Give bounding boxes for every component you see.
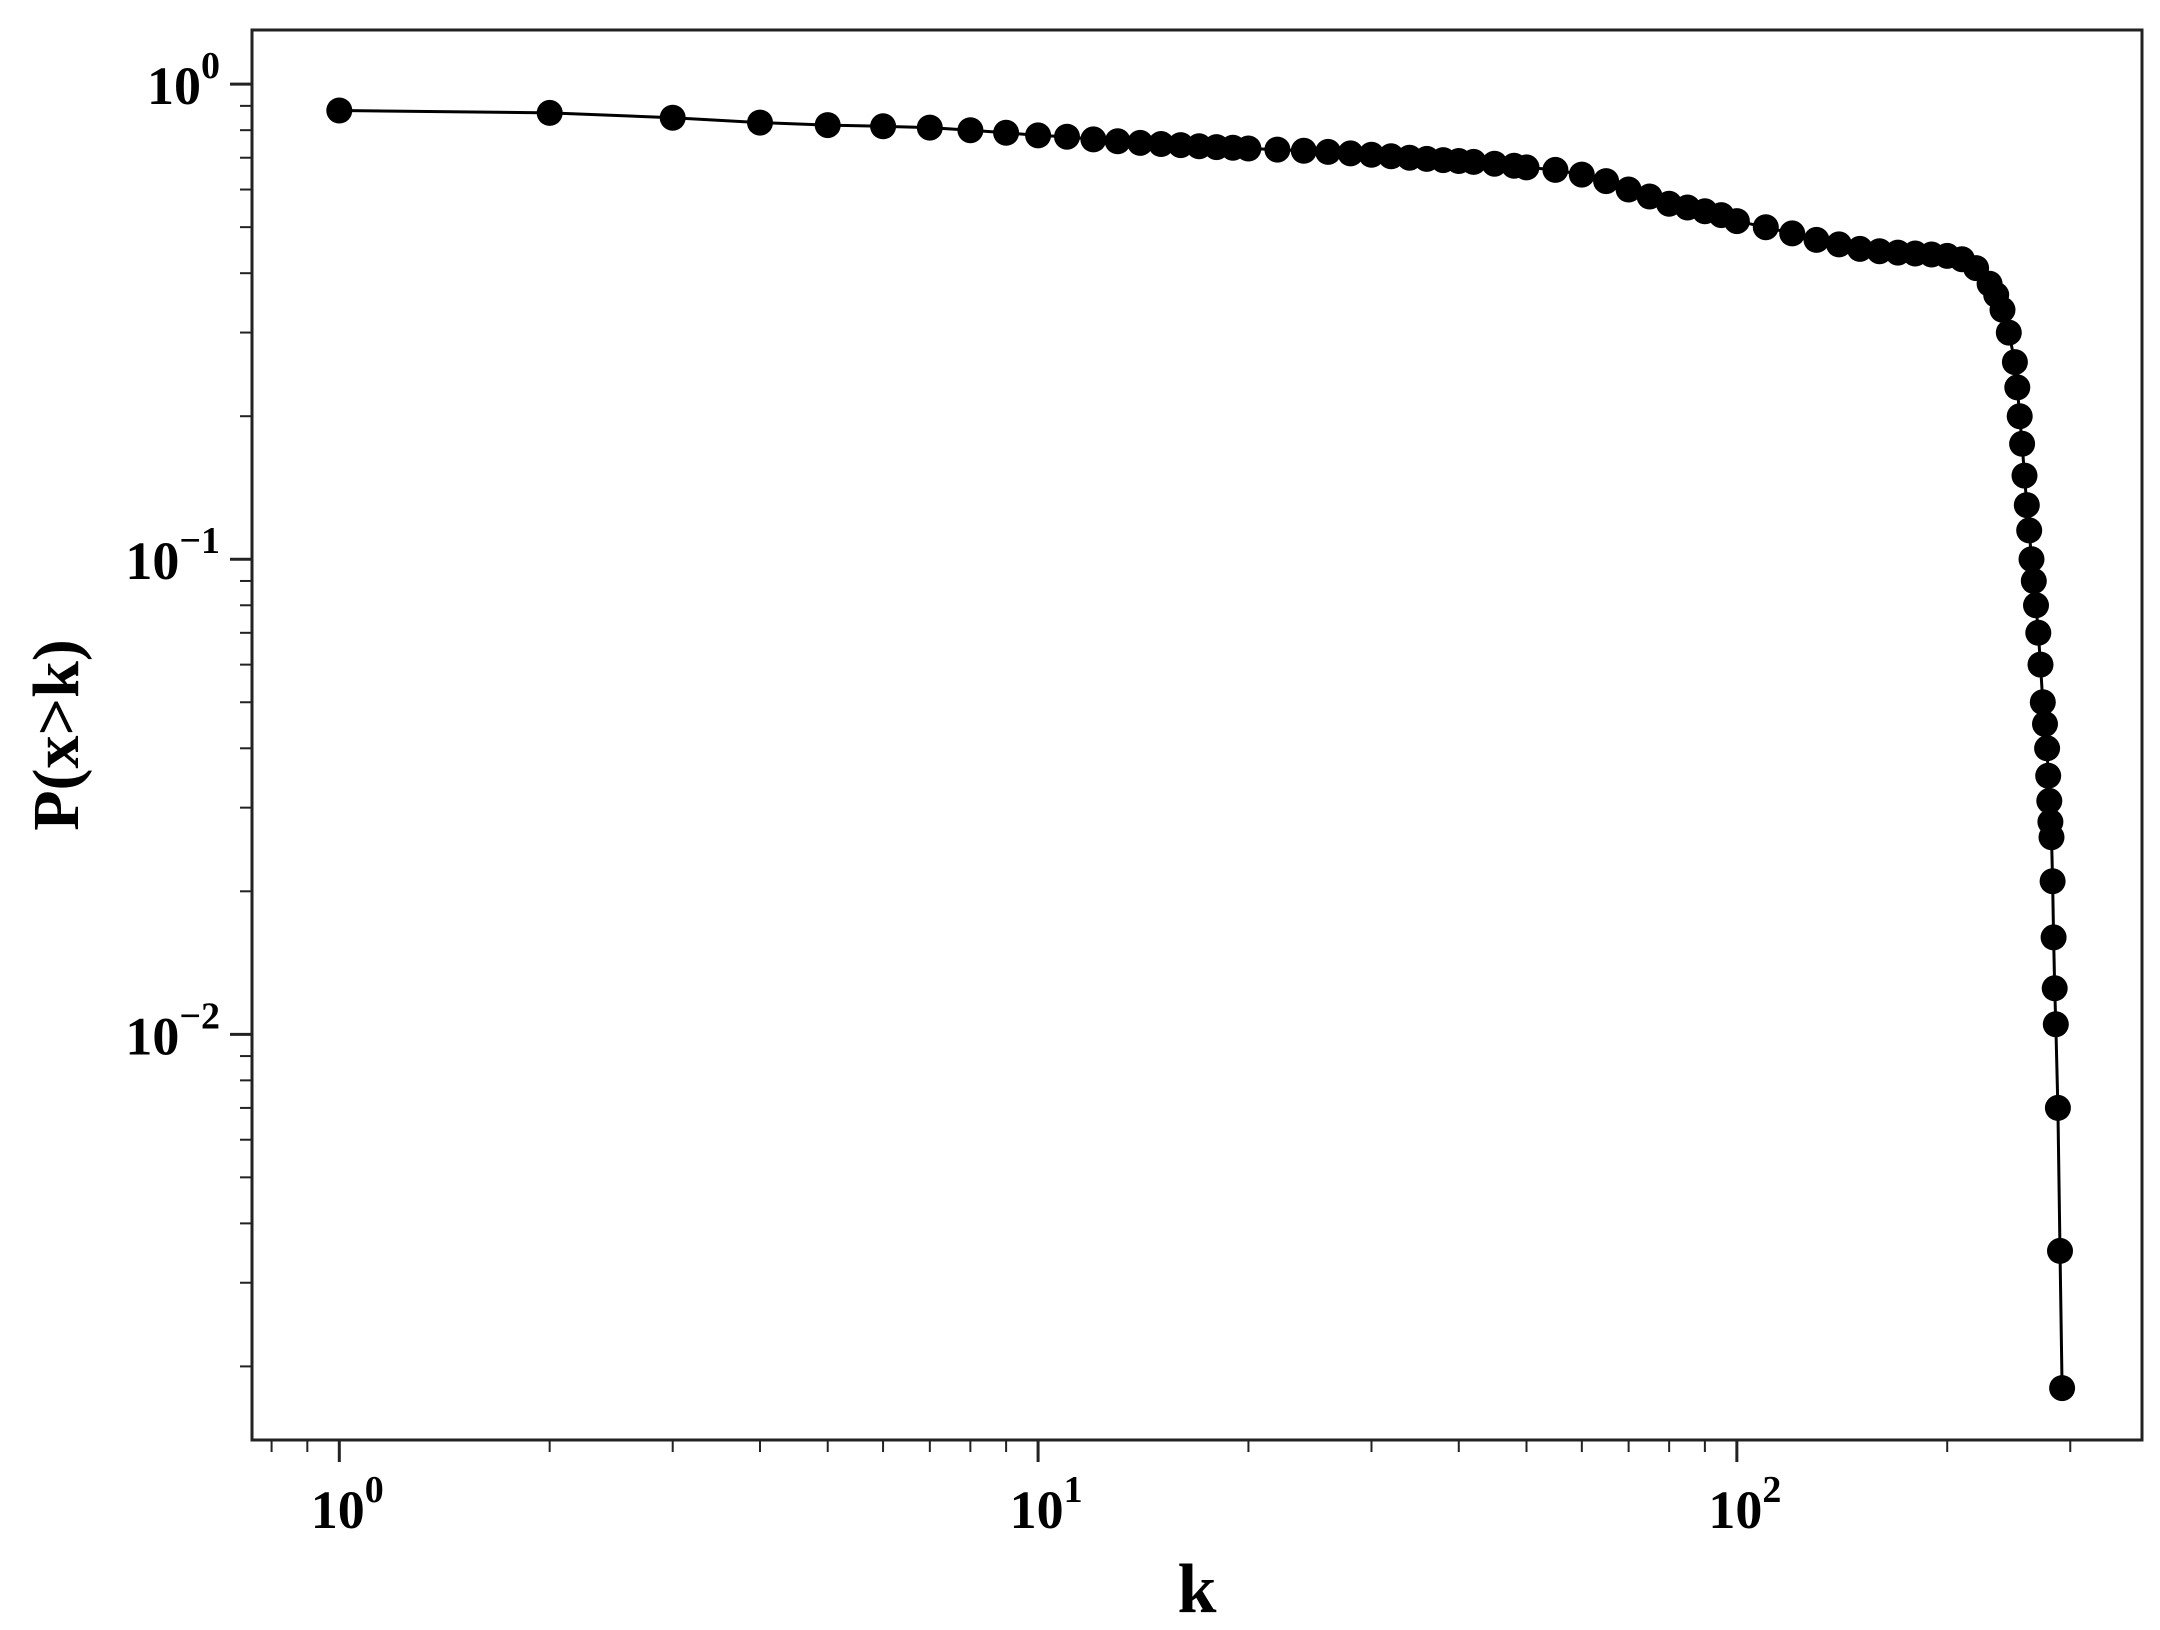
data-point [1568, 161, 1595, 188]
data-point [1615, 176, 1642, 203]
data-point [2011, 462, 2038, 489]
data-point [1779, 220, 1806, 247]
y-axis-title: P(x>k) [20, 639, 93, 831]
y-tick-label: 10−2 [125, 995, 220, 1066]
data-point [536, 99, 563, 126]
data-point [2047, 1237, 2073, 1264]
data-point [1054, 123, 1080, 150]
data-point [1127, 129, 1154, 156]
data-point [659, 104, 686, 131]
data-point [1995, 319, 2022, 346]
data-point [2004, 374, 2031, 401]
series-points [326, 97, 2076, 1402]
data-point [2032, 711, 2058, 737]
x-tick-label-exponent: 0 [365, 1469, 384, 1511]
data-point [1752, 214, 1779, 241]
data-point [2036, 787, 2063, 814]
data-point [1264, 136, 1291, 163]
y-tick-label-base: 10 [125, 1006, 179, 1066]
data-point [1846, 235, 1873, 262]
y-tick-label: 10−1 [125, 520, 220, 591]
data-point [1542, 156, 1569, 183]
data-point [1989, 296, 2016, 323]
data-point [1481, 150, 1508, 177]
data-point [916, 114, 943, 141]
data-point [2009, 430, 2036, 457]
x-tick-label: 100 [311, 1469, 384, 1540]
x-tick-label: 101 [1010, 1469, 1083, 1540]
y-tick-label-base: 10 [147, 56, 201, 116]
data-point [2025, 619, 2052, 646]
y-tick-label-exponent: −1 [179, 520, 220, 562]
data-point [1148, 131, 1175, 157]
data-point [1337, 140, 1364, 167]
data-point [2027, 651, 2054, 678]
data-point [2023, 592, 2049, 619]
data-point [1104, 128, 1131, 155]
data-point [2001, 349, 2028, 376]
data-point [1080, 126, 1107, 153]
data-point [2042, 1011, 2069, 1038]
data-point [747, 109, 773, 136]
data-point [1315, 138, 1342, 165]
data-point [1235, 135, 1262, 162]
y-tick-label-exponent: −2 [179, 995, 220, 1037]
data-point [1460, 148, 1487, 175]
x-tick-label-exponent: 2 [1762, 1469, 1781, 1511]
x-tick-label-exponent: 1 [1064, 1469, 1083, 1511]
data-point [993, 119, 1020, 146]
data-point [2006, 403, 2033, 430]
data-point [2049, 1375, 2076, 1402]
data-point [2041, 975, 2068, 1002]
data-point [1513, 154, 1540, 181]
x-tick-label-base: 10 [1010, 1480, 1064, 1540]
data-point [2035, 762, 2062, 789]
data-point [2040, 924, 2067, 951]
data-point [870, 113, 897, 140]
data-point [1358, 141, 1385, 168]
data-point [2018, 546, 2045, 573]
plot-area-frame [250, 28, 2144, 1442]
data-point [326, 97, 353, 124]
data-point [2038, 824, 2065, 851]
x-tick-label-base: 10 [1708, 1480, 1762, 1540]
data-point [2016, 517, 2043, 544]
data-point [1636, 183, 1663, 210]
data-point [1593, 168, 1620, 195]
data-point [2039, 868, 2066, 895]
y-tick-label-exponent: 0 [201, 45, 220, 87]
data-point [2013, 492, 2040, 519]
data-point [2034, 735, 2061, 762]
data-point [814, 112, 841, 139]
data-point [1826, 231, 1852, 258]
data-point [2029, 689, 2056, 716]
data-point [1167, 132, 1194, 159]
series-line [339, 109, 2064, 1389]
data-point [2020, 568, 2047, 594]
x-axis-title: k [1178, 1551, 1217, 1628]
x-tick-label-base: 10 [311, 1480, 365, 1540]
data-point [1290, 137, 1317, 164]
data-point [2044, 1094, 2071, 1121]
data-point [957, 117, 984, 144]
data-point [1803, 226, 1830, 253]
data-point [1025, 122, 1052, 149]
x-tick-label: 102 [1708, 1469, 1781, 1540]
y-tick-label-base: 10 [125, 531, 179, 591]
axis-ticks [230, 82, 2072, 1462]
y-tick-label: 100 [147, 45, 220, 116]
data-point [1723, 208, 1750, 235]
